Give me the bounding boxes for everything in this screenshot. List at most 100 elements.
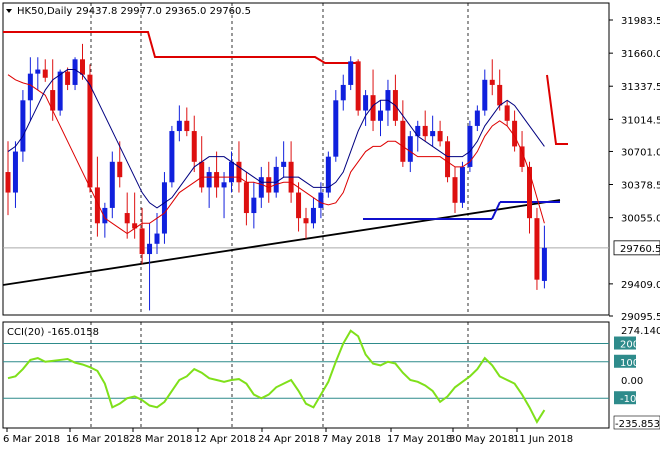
candle-body	[199, 161, 205, 188]
candle-body	[474, 110, 480, 126]
candle-body	[50, 90, 56, 111]
cci-tick-label: 200	[620, 340, 639, 351]
current-price-box	[613, 240, 660, 256]
candle-body	[482, 79, 488, 111]
price-tick-label: 31014.5	[621, 115, 660, 126]
candle-body	[273, 166, 279, 193]
candle-body	[445, 141, 451, 178]
trendlines	[2, 31, 568, 286]
time-tick-label: 6 Mar 2018	[3, 434, 60, 445]
candle-body	[161, 182, 167, 234]
red-resistance-line	[3, 31, 360, 64]
time-tick-label: 28 Mar 2018	[129, 434, 192, 445]
time-tick-label: 17 May 2018	[387, 434, 452, 445]
cci-tick-label: -100	[620, 394, 643, 405]
candle-body	[72, 59, 78, 85]
candle-body	[117, 161, 123, 178]
candle-body	[504, 105, 510, 121]
candle-body	[296, 192, 302, 219]
candle-body	[80, 59, 85, 75]
cci-level-badge	[614, 354, 636, 368]
candle-body	[251, 197, 257, 214]
candle-body	[527, 166, 532, 219]
red-resistance-line	[546, 74, 568, 145]
candle-body	[422, 125, 428, 137]
candle-body	[169, 131, 175, 183]
cci-tick-label: 274.1400	[621, 326, 660, 337]
candle-body	[176, 120, 182, 132]
price-tick-label: 29409.0	[621, 280, 660, 291]
time-tick-label: 7 May 2018	[322, 434, 381, 445]
candle-body	[415, 125, 421, 137]
cci-current-box	[613, 415, 660, 430]
candle-body	[459, 166, 465, 203]
candle-body	[318, 192, 324, 208]
time-tick-label: 16 Mar 2018	[66, 434, 129, 445]
cci-panel	[2, 321, 610, 429]
candle-body	[124, 213, 130, 224]
candle-body	[467, 125, 473, 167]
red-moving-average	[7, 74, 545, 235]
candle-body	[258, 177, 264, 198]
candle-body	[102, 207, 108, 224]
support-trendline	[2, 199, 561, 286]
candle-body	[512, 120, 518, 147]
collapse-triangle-icon[interactable]	[6, 9, 12, 13]
current-price-label: 29760.5	[620, 244, 660, 255]
candle-body	[378, 110, 383, 121]
candle-body	[236, 161, 242, 183]
cci-line-group	[7, 329, 546, 424]
time-tick-label: 12 Apr 2018	[194, 434, 256, 445]
candle-body	[303, 218, 309, 224]
cci-tick-label: 0.00	[621, 376, 643, 387]
cci-tick-label: 100	[620, 358, 639, 369]
price-tick-label: 30701.0	[621, 147, 660, 158]
ohlc-label: 29437.8 29977.0 29365.0 29760.5	[76, 6, 251, 17]
candle-body	[147, 243, 153, 255]
candle-body	[214, 172, 220, 188]
price-panel	[2, 2, 610, 316]
candle-body	[206, 172, 212, 188]
candle-body	[430, 131, 436, 137]
blue-support-line	[491, 201, 501, 220]
candle-body	[191, 131, 197, 162]
candle-body	[348, 61, 354, 85]
candle-body	[355, 61, 361, 111]
candle-body	[5, 172, 11, 193]
time-tick-label: 24 Apr 2018	[258, 434, 320, 445]
candle-body	[497, 84, 503, 106]
price-tick-label: 31337.5	[621, 82, 660, 93]
candle-body	[452, 177, 458, 203]
candle-body	[363, 95, 369, 111]
cci-level-badge	[614, 336, 636, 350]
candle-body	[12, 151, 18, 193]
cci-axis: 274.1400 200 100 0.00 -100 -235.8531	[613, 326, 660, 430]
price-tick-label: 31983.5	[621, 16, 660, 27]
blue-moving-average	[7, 69, 545, 209]
candle-body	[243, 182, 249, 214]
candle-body	[333, 100, 339, 157]
candle-body	[340, 84, 346, 101]
candle-body	[437, 131, 443, 142]
candle-body	[20, 100, 26, 152]
price-tick-label: 31660.0	[621, 49, 660, 60]
candle-body	[65, 71, 71, 85]
price-axis: 31983.5 31660.0 31337.5 31014.5 30701.0 30378…	[609, 16, 660, 323]
candle-body	[221, 182, 227, 188]
candle-body	[184, 120, 190, 132]
candle-body	[310, 207, 316, 224]
time-tick-label: 11 Jun 2018	[513, 434, 573, 445]
candle-body	[370, 95, 376, 121]
candle-body	[541, 247, 547, 281]
candle-body	[154, 233, 160, 244]
candle-body	[519, 146, 525, 167]
candle-body	[132, 223, 138, 229]
cci-title: CCI(20) -165.0158	[7, 327, 99, 338]
candle-body	[139, 228, 145, 255]
cci-level-lines	[3, 343, 609, 399]
time-axis: 6 Mar 2018 16 Mar 2018 28 Mar 2018 12 Apr 2…	[3, 428, 573, 445]
time-tick-label: 30 May 2018	[449, 434, 514, 445]
candle-body	[94, 187, 100, 224]
candle-body	[489, 79, 495, 85]
